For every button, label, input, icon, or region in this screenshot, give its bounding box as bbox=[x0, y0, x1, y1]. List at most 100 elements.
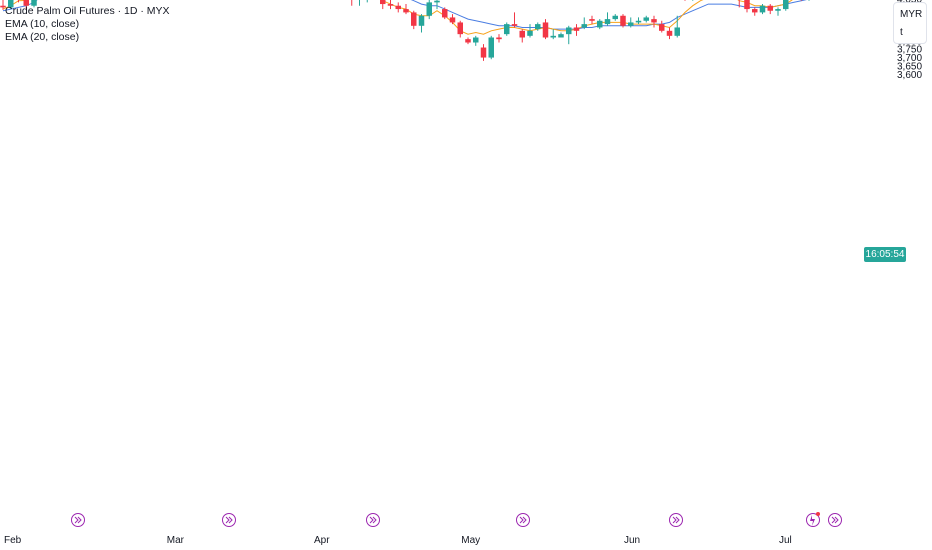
candle[interactable] bbox=[581, 17, 588, 30]
event-icon[interactable] bbox=[222, 513, 236, 527]
candle[interactable] bbox=[620, 14, 626, 28]
ema10-legend[interactable]: EMA (10, close) bbox=[5, 18, 80, 30]
candle[interactable] bbox=[589, 15, 595, 25]
y-tick-label: 3,700 bbox=[897, 53, 922, 64]
candle[interactable] bbox=[449, 14, 456, 25]
candle[interactable] bbox=[395, 2, 402, 13]
candle-body bbox=[604, 19, 611, 25]
candle-body bbox=[775, 9, 781, 11]
candle[interactable] bbox=[31, 0, 37, 8]
x-tick-label: Jun bbox=[624, 535, 640, 546]
candle[interactable] bbox=[535, 22, 541, 31]
candle-body bbox=[542, 22, 549, 38]
candle[interactable] bbox=[635, 17, 642, 25]
candle[interactable] bbox=[542, 19, 549, 40]
candle[interactable] bbox=[426, 0, 433, 20]
x-tick-label: Feb bbox=[4, 535, 22, 546]
candle[interactable] bbox=[604, 12, 611, 26]
currency-unit-selector[interactable]: MYR t bbox=[893, 2, 927, 44]
candle[interactable] bbox=[527, 24, 533, 38]
candle[interactable] bbox=[357, 0, 363, 6]
candle-body bbox=[558, 34, 564, 38]
candle[interactable] bbox=[504, 22, 510, 36]
candle-body bbox=[628, 22, 634, 26]
candle-body bbox=[581, 24, 587, 28]
candle[interactable] bbox=[550, 29, 557, 40]
candle[interactable] bbox=[380, 0, 386, 10]
candle[interactable] bbox=[0, 0, 6, 10]
candle-body bbox=[488, 37, 494, 58]
candle[interactable] bbox=[349, 0, 355, 6]
candle[interactable] bbox=[783, 0, 789, 11]
candle-body bbox=[465, 39, 471, 43]
candle-body bbox=[0, 5, 6, 8]
candle[interactable] bbox=[597, 19, 603, 30]
candle[interactable] bbox=[759, 4, 766, 15]
candle[interactable] bbox=[628, 17, 634, 28]
event-icon[interactable] bbox=[669, 513, 683, 527]
event-icon[interactable] bbox=[71, 513, 85, 527]
candle[interactable] bbox=[480, 44, 487, 61]
candle[interactable] bbox=[643, 15, 650, 23]
candle[interactable] bbox=[651, 15, 657, 28]
candle[interactable] bbox=[411, 10, 417, 30]
candle[interactable] bbox=[666, 27, 673, 40]
candle[interactable] bbox=[752, 7, 758, 16]
dividend-icon[interactable] bbox=[806, 512, 821, 527]
candle[interactable] bbox=[690, 0, 696, 1]
candle-body bbox=[527, 30, 533, 36]
candle-body bbox=[511, 24, 518, 26]
candle[interactable] bbox=[737, 0, 743, 8]
candle-body bbox=[674, 27, 680, 36]
ema20-series bbox=[2, 0, 807, 30]
candle[interactable] bbox=[465, 37, 471, 45]
candle-body bbox=[767, 5, 773, 11]
candle[interactable] bbox=[8, 0, 14, 10]
y-tick-label: 3,750 bbox=[897, 45, 922, 56]
candle-body bbox=[395, 5, 401, 10]
candle-body bbox=[659, 24, 665, 31]
candle[interactable] bbox=[519, 29, 526, 43]
candle[interactable] bbox=[496, 34, 502, 43]
candle[interactable] bbox=[434, 0, 440, 10]
currency-code: MYR bbox=[900, 9, 923, 20]
candle[interactable] bbox=[659, 20, 665, 33]
candle[interactable] bbox=[767, 4, 774, 15]
candle[interactable] bbox=[744, 0, 750, 13]
candle[interactable] bbox=[403, 4, 409, 15]
event-icon[interactable] bbox=[516, 513, 530, 527]
candle[interactable] bbox=[511, 12, 518, 28]
candle[interactable] bbox=[418, 14, 425, 33]
event-icon[interactable] bbox=[828, 513, 842, 527]
candle[interactable] bbox=[23, 0, 30, 10]
candle[interactable] bbox=[775, 7, 781, 16]
x-tick-label: Mar bbox=[167, 535, 185, 546]
candle[interactable] bbox=[682, 0, 688, 1]
candle[interactable] bbox=[674, 15, 681, 38]
candle-body bbox=[566, 27, 572, 35]
x-tick-label: May bbox=[461, 535, 480, 546]
candle[interactable] bbox=[457, 20, 464, 38]
candle[interactable] bbox=[365, 0, 371, 3]
candle[interactable] bbox=[566, 25, 572, 45]
y-tick-label: 3,650 bbox=[897, 61, 922, 72]
candle[interactable] bbox=[558, 32, 564, 38]
candle[interactable] bbox=[387, 0, 394, 10]
event-icon[interactable] bbox=[366, 513, 380, 527]
ema10-line bbox=[2, 0, 793, 35]
candle[interactable] bbox=[806, 0, 812, 1]
candle[interactable] bbox=[488, 35, 495, 60]
candle[interactable] bbox=[612, 14, 619, 21]
candle[interactable] bbox=[573, 24, 580, 36]
candle[interactable] bbox=[442, 7, 448, 20]
candle-body bbox=[449, 17, 456, 23]
ema20-legend[interactable]: EMA (20, close) bbox=[5, 31, 80, 43]
ema20-line bbox=[2, 0, 807, 30]
last-price-tag: 16:05:54 bbox=[864, 247, 906, 262]
candle[interactable] bbox=[473, 35, 479, 46]
x-tick-label: Jul bbox=[779, 535, 792, 546]
candle-body bbox=[744, 0, 750, 10]
candle-body bbox=[380, 0, 386, 5]
candle-body bbox=[457, 22, 463, 35]
